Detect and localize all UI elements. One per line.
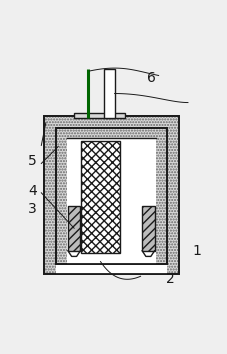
Text: 2: 2 xyxy=(165,272,174,286)
Bar xyxy=(44,116,179,274)
Bar xyxy=(56,129,167,264)
Bar xyxy=(142,206,155,251)
Bar xyxy=(68,206,80,251)
Bar xyxy=(74,113,125,118)
Bar xyxy=(104,69,115,118)
Bar xyxy=(81,141,120,253)
Bar xyxy=(56,129,167,274)
Bar xyxy=(67,139,156,264)
Bar xyxy=(44,116,179,274)
Bar xyxy=(56,129,167,264)
Text: 1: 1 xyxy=(192,245,201,258)
Bar xyxy=(44,116,179,274)
Text: 5: 5 xyxy=(28,154,37,168)
Bar xyxy=(56,129,167,264)
Text: 3: 3 xyxy=(28,201,37,216)
Text: 6: 6 xyxy=(147,71,156,85)
Text: 4: 4 xyxy=(28,183,37,198)
